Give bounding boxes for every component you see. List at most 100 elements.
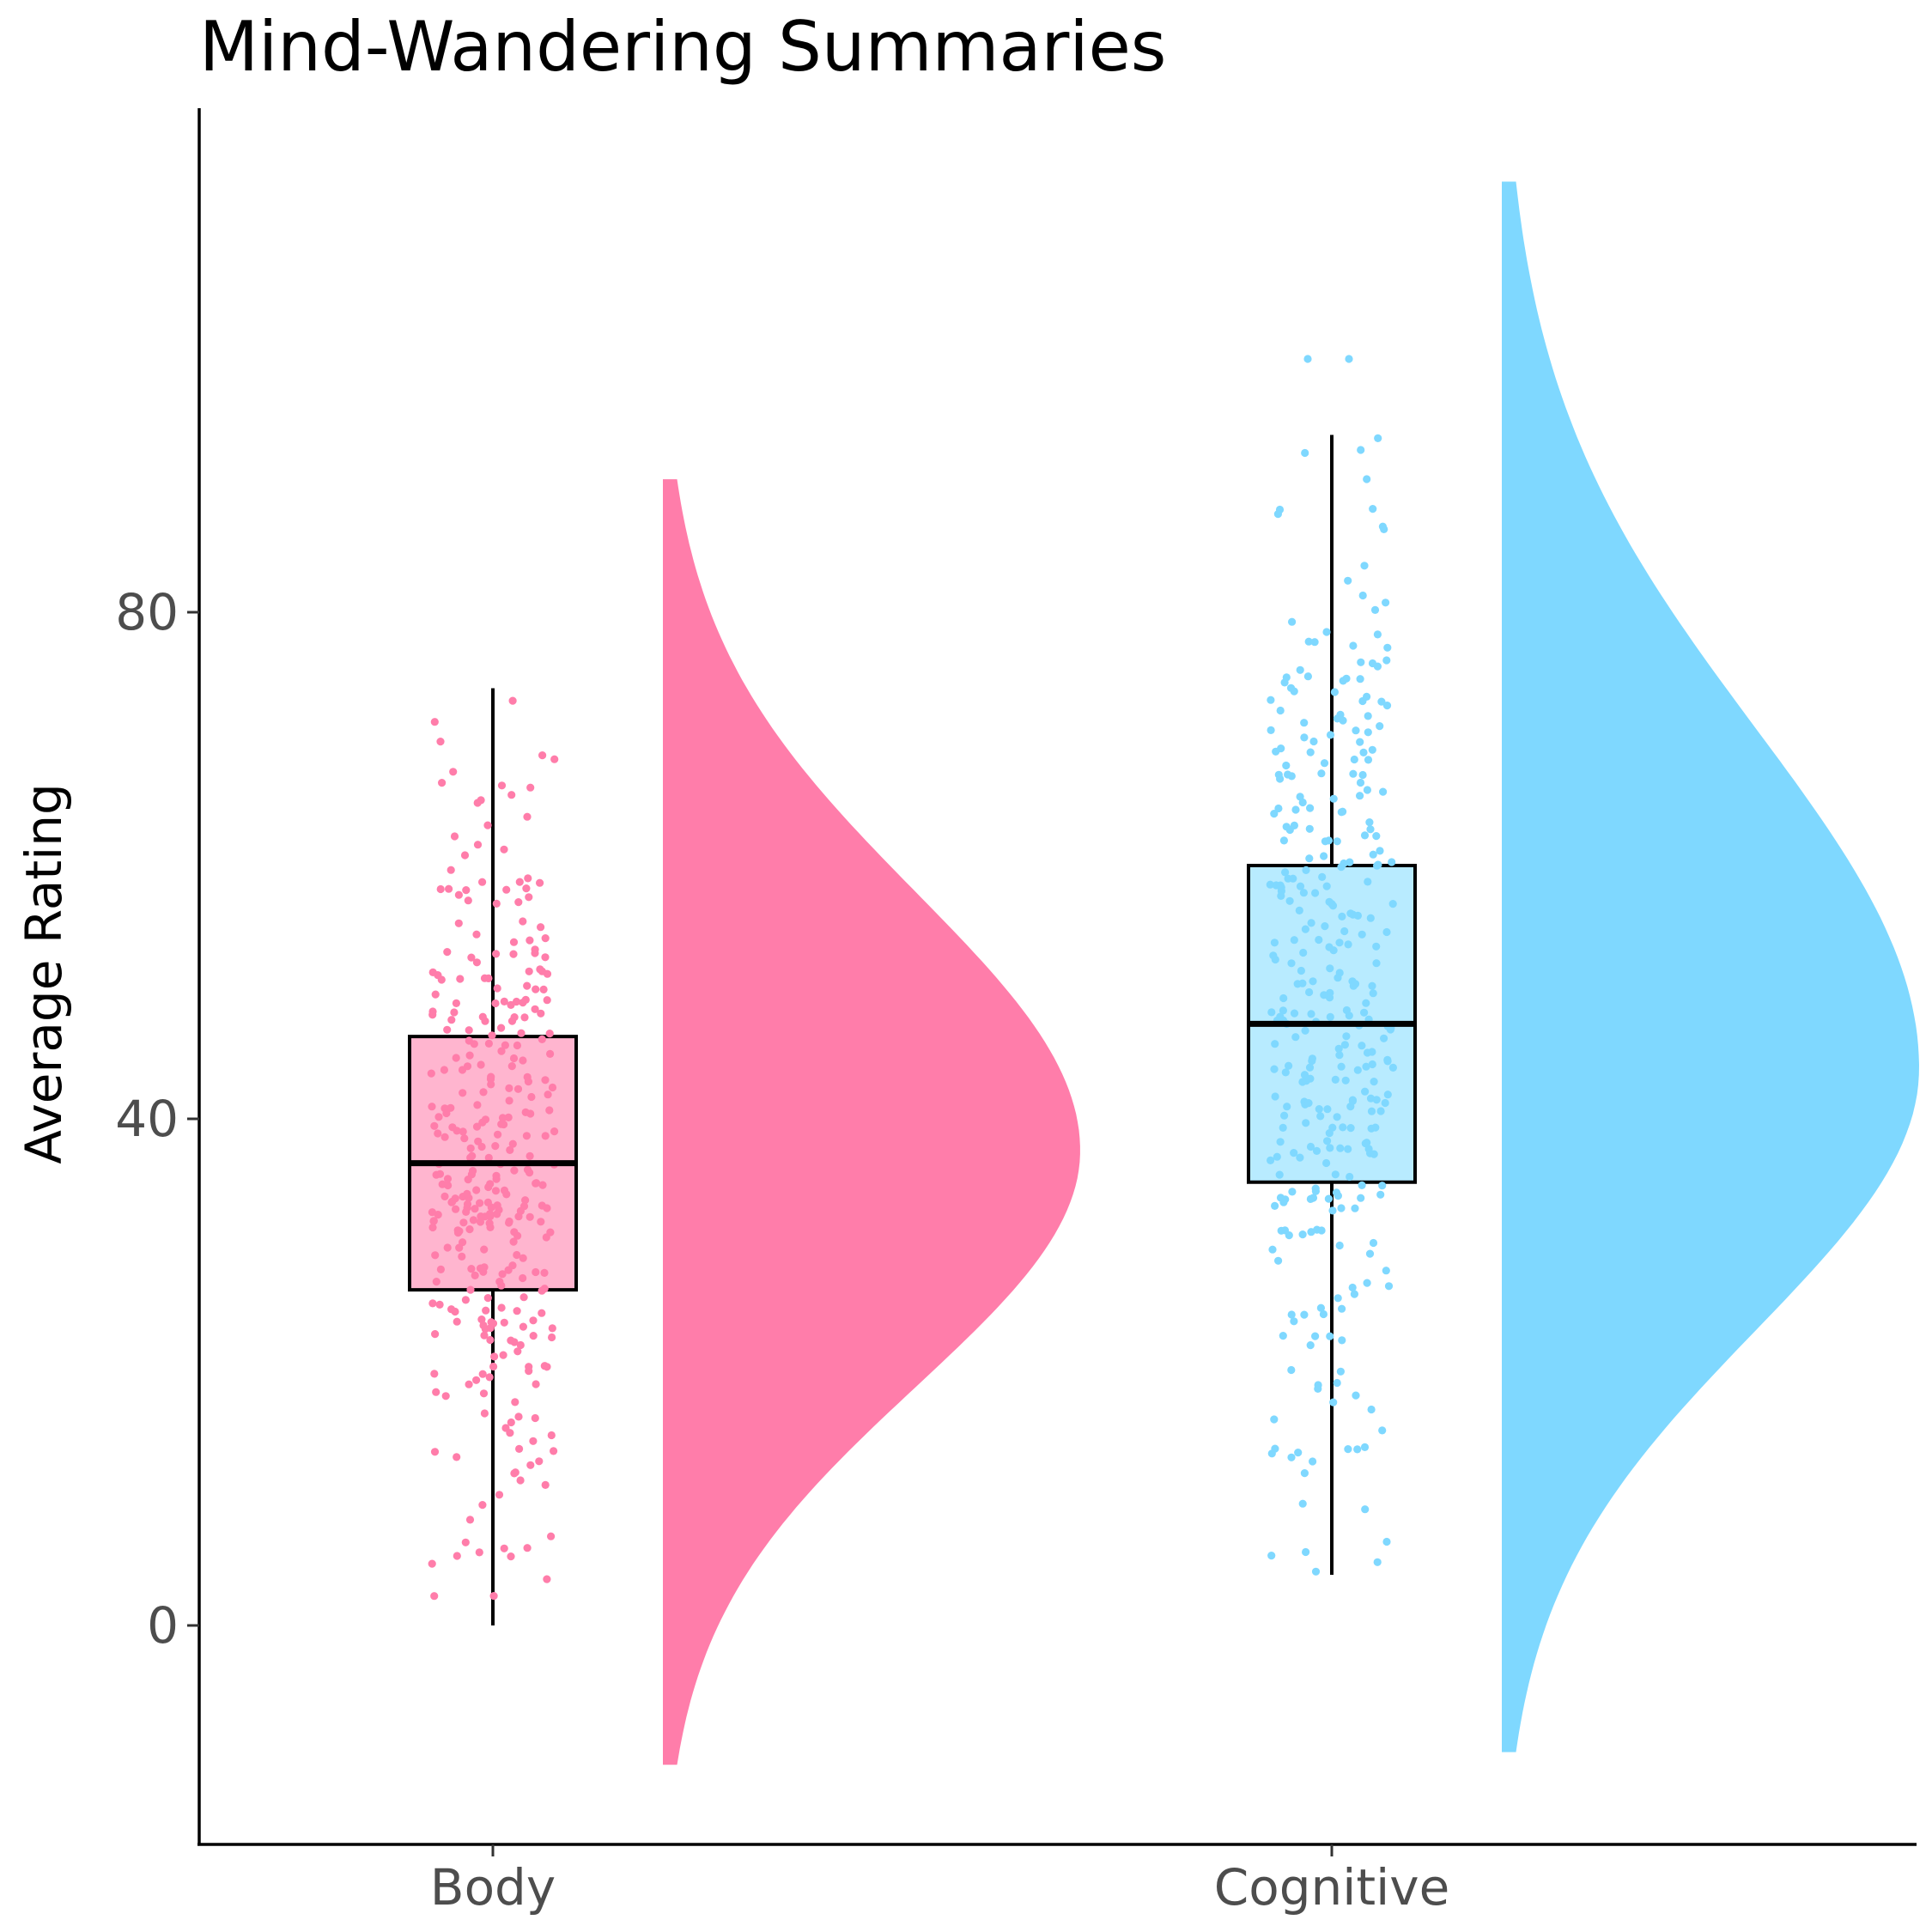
cognitive-data-point xyxy=(1296,882,1305,890)
cognitive-data-point xyxy=(1379,787,1388,796)
cognitive-data-point xyxy=(1383,1055,1392,1064)
cognitive-data-point xyxy=(1306,804,1315,812)
body-data-point xyxy=(443,948,452,957)
body-data-point xyxy=(509,938,519,946)
cognitive-data-point xyxy=(1306,1142,1315,1151)
cognitive-data-point xyxy=(1318,872,1327,881)
body-data-point xyxy=(490,1352,499,1361)
cognitive-data-point xyxy=(1382,656,1391,665)
body-density xyxy=(663,479,1080,1765)
body-data-point xyxy=(519,1322,528,1331)
body-data-point xyxy=(461,1296,471,1304)
cognitive-data-point xyxy=(1316,1303,1325,1312)
cognitive-data-point xyxy=(1273,1152,1281,1161)
cognitive-data-point xyxy=(1317,1226,1326,1235)
cognitive-data-point xyxy=(1378,1426,1387,1435)
cognitive-data-point xyxy=(1290,1149,1298,1157)
cognitive-data-point xyxy=(1331,1075,1340,1084)
body-data-point xyxy=(529,1332,538,1340)
cognitive-data-point xyxy=(1305,824,1314,833)
body-data-point xyxy=(432,1278,440,1286)
cognitive-data-point xyxy=(1372,942,1381,951)
cognitive-data-point xyxy=(1367,1405,1376,1414)
body-data-point xyxy=(500,997,508,1005)
cognitive-data-point xyxy=(1320,759,1329,768)
cognitive-data-point xyxy=(1287,1453,1296,1461)
body-data-point xyxy=(455,1243,464,1252)
cognitive-data-point xyxy=(1353,1445,1362,1454)
body-data-point xyxy=(509,950,518,958)
body-data-point xyxy=(507,1418,515,1427)
body-data-point xyxy=(524,874,532,883)
body-data-point xyxy=(486,1223,495,1231)
body-data-point xyxy=(438,1180,447,1188)
body-data-point xyxy=(458,1252,466,1261)
cognitive-data-point xyxy=(1300,1469,1309,1478)
body-data-point xyxy=(538,1181,547,1189)
body-data-point xyxy=(485,1373,494,1382)
cognitive-data-point xyxy=(1306,748,1315,756)
cognitive-data-point xyxy=(1266,880,1274,889)
body-data-point xyxy=(509,1237,518,1246)
body-data-point xyxy=(465,1516,475,1524)
cognitive-data-point xyxy=(1382,598,1390,607)
body-data-point xyxy=(521,1108,530,1116)
body-data-point xyxy=(449,768,458,776)
cognitive-data-point xyxy=(1333,714,1341,723)
body-data-point xyxy=(493,984,501,993)
cognitive-data-point xyxy=(1383,1091,1392,1099)
body-data-point xyxy=(531,945,539,954)
cognitive-data-point xyxy=(1324,1194,1333,1203)
body-data-point xyxy=(443,1175,453,1183)
y-axis-ticks: 0 40 80 xyxy=(115,583,199,1655)
cognitive-data-point xyxy=(1358,1042,1366,1050)
body-data-point xyxy=(498,1114,507,1122)
body-data-point xyxy=(539,985,548,993)
chart-title: Mind-Wandering Summaries xyxy=(199,7,1166,87)
body-data-point xyxy=(507,1552,515,1561)
body-data-point xyxy=(467,1265,476,1273)
body-data-point xyxy=(465,1051,474,1060)
cognitive-data-point xyxy=(1359,748,1368,757)
body-data-point xyxy=(529,1437,538,1445)
body-data-point xyxy=(548,1083,557,1092)
body-data-point xyxy=(473,1101,482,1109)
cognitive-data-point xyxy=(1363,475,1371,483)
cognitive-data-point xyxy=(1269,951,1278,960)
body-data-point xyxy=(532,1380,540,1388)
body-data-point xyxy=(442,1109,451,1118)
body-data-point xyxy=(492,950,501,958)
body-data-point xyxy=(472,1186,481,1194)
cognitive-data-point xyxy=(1287,1365,1296,1375)
body-data-point xyxy=(455,1227,464,1236)
cognitive-data-point xyxy=(1311,1332,1320,1340)
body-data-point xyxy=(484,1039,494,1048)
cognitive-data-point xyxy=(1288,1188,1297,1196)
body-data-point xyxy=(489,1592,498,1601)
body-data-point xyxy=(492,1171,501,1180)
body-data-point xyxy=(453,1453,461,1461)
cognitive-data-point xyxy=(1329,794,1338,803)
body-data-point xyxy=(543,996,551,1005)
cognitive-data-point xyxy=(1309,737,1318,746)
body-data-point xyxy=(428,1103,436,1111)
body-data-point xyxy=(486,1335,495,1345)
cognitive-data-point xyxy=(1310,638,1319,647)
cognitive-data-point xyxy=(1326,964,1334,973)
body-data-point xyxy=(440,1192,449,1200)
body-data-point xyxy=(459,1089,467,1097)
body-data-point xyxy=(431,1330,440,1339)
cognitive-data-point xyxy=(1302,1119,1310,1127)
cognitive-data-point xyxy=(1370,605,1380,615)
body-data-point xyxy=(460,1134,469,1143)
cognitive-data-point xyxy=(1356,792,1364,800)
cognitive-data-point xyxy=(1331,1170,1340,1179)
cognitive-data-point xyxy=(1356,738,1364,746)
body-data-point xyxy=(513,1250,521,1260)
cognitive-data-point xyxy=(1309,1457,1317,1466)
body-data-point xyxy=(538,751,547,760)
cognitive-data-point xyxy=(1358,930,1366,939)
cognitive-data-point xyxy=(1342,1032,1351,1041)
body-data-point xyxy=(497,781,507,790)
